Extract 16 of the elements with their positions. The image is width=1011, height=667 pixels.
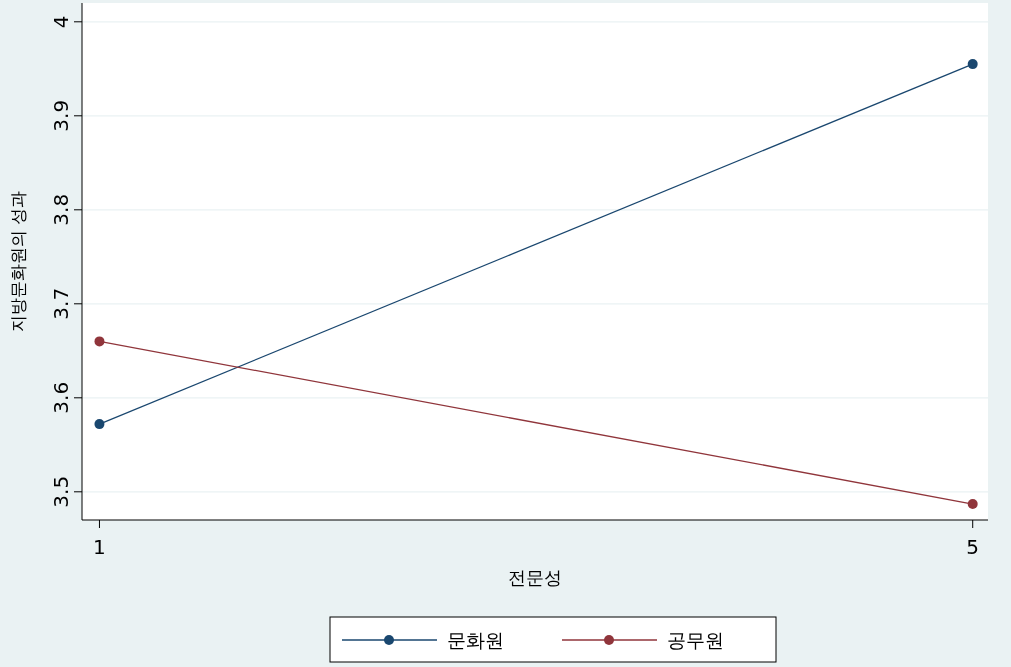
y-tick-label: 4 bbox=[49, 15, 73, 29]
x-tick-label: 5 bbox=[966, 535, 980, 559]
y-tick-label: 3.7 bbox=[49, 287, 73, 320]
y-tick-label: 3.6 bbox=[49, 381, 73, 414]
y-tick-label: 3.8 bbox=[49, 193, 73, 226]
y-axis-title: 지방문화원의 성과 bbox=[8, 190, 28, 333]
legend-label: 문화원 bbox=[447, 629, 504, 651]
point bbox=[967, 499, 978, 510]
point bbox=[967, 59, 978, 70]
legend-label: 공무원 bbox=[667, 629, 724, 651]
y-tick-label: 3.9 bbox=[49, 99, 73, 132]
x-tick-label: 1 bbox=[93, 535, 106, 559]
point bbox=[94, 336, 105, 347]
y-tick-label: 3.5 bbox=[49, 475, 73, 508]
x-axis-title: 전문성 bbox=[508, 567, 562, 588]
point bbox=[94, 419, 105, 430]
